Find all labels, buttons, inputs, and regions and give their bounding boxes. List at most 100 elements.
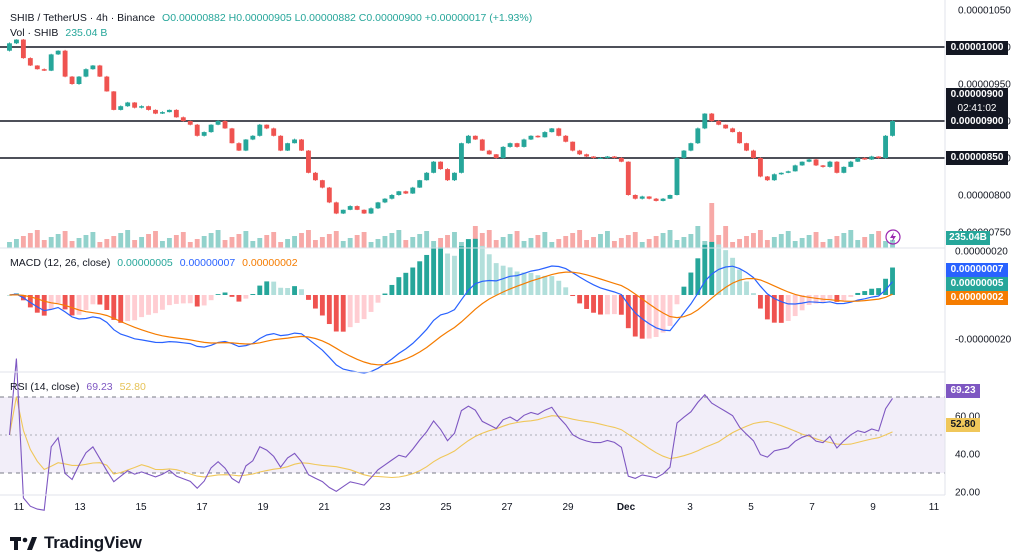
price-pane[interactable]	[0, 38, 945, 215]
rsi-tick-label: 40.00	[955, 450, 980, 461]
candle-body	[285, 143, 291, 151]
candle-body	[528, 135, 534, 140]
macd-histogram-bar	[757, 295, 763, 309]
macd-histogram-bar	[778, 295, 784, 323]
macd-histogram-bar	[118, 295, 124, 323]
candle-body	[514, 143, 520, 147]
macd-histogram-bar	[222, 292, 228, 295]
volume-bar	[180, 232, 186, 248]
candle-body	[396, 191, 402, 195]
macd-histogram-bar	[674, 295, 680, 305]
macd-legend: MACD (12, 26, close) 0.00000005 0.000000…	[10, 257, 302, 270]
candle-body	[139, 106, 145, 108]
candle-body	[20, 39, 26, 59]
macd-histogram-bar	[688, 272, 694, 295]
macd-value-3: 0.00000002	[242, 257, 298, 269]
candle-body	[153, 109, 158, 114]
candle-body	[90, 65, 96, 70]
volume-bar	[431, 241, 437, 248]
macd-histogram-bar	[514, 271, 520, 295]
macd-histogram-bar	[855, 292, 861, 295]
volume-bar	[382, 236, 388, 248]
macd-histogram-bar	[173, 295, 179, 304]
candle-body	[257, 124, 263, 136]
candle-body	[563, 135, 569, 142]
candle-body	[62, 50, 68, 77]
candle-body	[625, 161, 631, 195]
time-tick-label: 11	[14, 502, 25, 513]
macd-histogram-bar	[187, 295, 193, 304]
current-price-tag: 0.00000900 02:41:02	[946, 88, 1008, 116]
time-tick-label: 27	[501, 502, 513, 513]
macd-pane[interactable]	[7, 238, 895, 374]
volume-bar	[493, 240, 499, 248]
macd-histogram-bar	[403, 272, 409, 295]
time-tick-label: 19	[257, 502, 269, 513]
macd-histogram-bar	[792, 295, 798, 317]
candle-body	[34, 65, 40, 70]
candle-body	[806, 159, 812, 162]
macd-histogram-bar	[160, 295, 165, 310]
candle-body	[507, 143, 513, 147]
macd-histogram-bar	[34, 295, 40, 313]
volume-bar	[257, 238, 263, 248]
volume-legend: Vol · SHIB 235.04 B	[10, 27, 111, 40]
candle-body	[535, 135, 541, 138]
volume-bar	[354, 235, 360, 248]
time-tick-label: 25	[440, 502, 452, 513]
volume-bar	[194, 239, 200, 248]
volume-bar	[528, 238, 534, 248]
ohlc-values: O0.00000882 H0.00000905 L0.00000882 C0.0…	[162, 12, 533, 24]
time-tick-label: 15	[135, 502, 147, 513]
candle-body	[13, 39, 19, 44]
macd-histogram-bar	[862, 291, 868, 295]
candle-body	[549, 128, 555, 133]
candle-body	[389, 195, 395, 199]
candle-body	[493, 154, 499, 158]
macd-histogram-bar	[507, 267, 513, 295]
macd-histogram-bar	[132, 295, 138, 321]
volume-bar	[757, 230, 763, 248]
lightning-icon	[890, 232, 896, 242]
candle-body	[264, 124, 270, 129]
rsi-line	[8, 358, 893, 511]
candle-body	[521, 139, 527, 147]
volume-bar	[737, 239, 742, 248]
candle-body	[472, 135, 478, 140]
volume-bar	[862, 237, 868, 248]
tradingview-logo[interactable]: TradingView	[10, 531, 142, 555]
volume-bar	[215, 230, 221, 248]
volume-bar	[521, 241, 527, 248]
macd-histogram-bar	[292, 286, 297, 295]
macd-histogram-bar	[285, 288, 291, 295]
volume-bar	[570, 233, 576, 248]
volume-bar	[806, 235, 812, 248]
candle-body	[723, 124, 729, 129]
volume-bar	[368, 242, 374, 248]
candle-body	[778, 172, 784, 175]
candle-body	[431, 161, 437, 173]
macd-histogram-bar	[146, 295, 151, 315]
volume-bar	[556, 239, 562, 248]
candle-body	[465, 135, 471, 144]
volume-bar	[813, 232, 819, 248]
volume-bar	[688, 234, 694, 248]
candle-body	[556, 128, 562, 136]
symbol-legend: SHIB / TetherUS · 4h · Binance O0.000008…	[10, 12, 536, 25]
volume-bar	[104, 239, 110, 248]
candle-body	[883, 135, 889, 158]
macd-histogram-bar	[598, 295, 603, 315]
candle-body	[681, 150, 687, 158]
macd-tick-label: -0.00000020	[955, 335, 1012, 346]
rsi-badge: 69.23	[946, 384, 980, 398]
bar-countdown: 02:41:02	[957, 103, 997, 114]
macd-histogram-bar	[215, 294, 221, 295]
macd-histogram-bar	[542, 275, 548, 295]
macd-histogram-bar	[834, 295, 840, 302]
macd-histogram-bar	[625, 295, 631, 329]
rsi-pane[interactable]	[0, 358, 945, 511]
candle-body	[611, 156, 617, 158]
macd-signal-line	[9, 271, 893, 366]
time-tick-label: 5	[748, 502, 754, 513]
